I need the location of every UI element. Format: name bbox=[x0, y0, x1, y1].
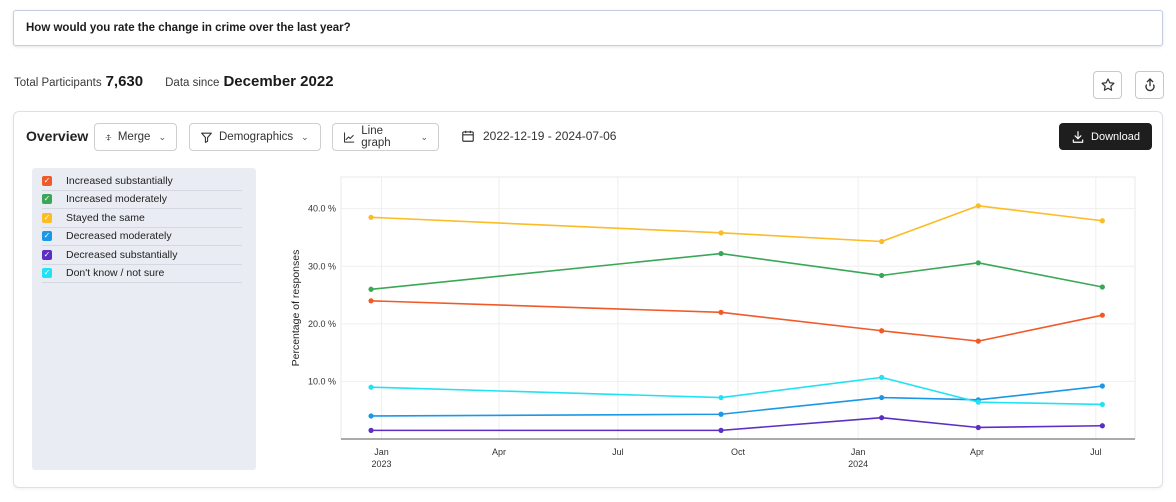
data-point bbox=[1099, 218, 1105, 224]
data-point bbox=[879, 394, 885, 401]
y-axis-label: Percentage of responses bbox=[290, 250, 302, 367]
legend-label: Stayed the same bbox=[66, 211, 145, 224]
graph-type-label: Line graph bbox=[361, 125, 391, 149]
calendar-icon bbox=[462, 130, 474, 142]
data-point bbox=[368, 384, 374, 390]
y-tick-label: 30.0 % bbox=[308, 261, 336, 271]
legend-label: Increased substantially bbox=[66, 174, 173, 187]
legend: ✓ Increased substantially ✓ Increased mo… bbox=[32, 168, 256, 470]
data-point bbox=[368, 427, 374, 433]
data-point bbox=[1099, 401, 1105, 408]
merge-label: Merge bbox=[117, 131, 151, 143]
download-icon bbox=[1072, 130, 1084, 143]
date-range-text: 2022-12-19 - 2024-07-06 bbox=[483, 129, 617, 143]
data-point bbox=[975, 399, 981, 405]
data-point bbox=[975, 203, 981, 209]
data-since-label: Data since bbox=[165, 77, 220, 89]
data-since-value: December 2022 bbox=[223, 73, 334, 90]
data-point bbox=[879, 272, 885, 279]
data-point bbox=[368, 298, 374, 304]
share-button[interactable] bbox=[1135, 71, 1164, 99]
overview-panel: Overview Merge ⌄ Demographics ⌄ Line gra… bbox=[13, 111, 1163, 488]
filter-icon bbox=[201, 132, 212, 143]
line-chart-icon bbox=[344, 131, 355, 143]
data-point bbox=[975, 338, 981, 344]
checkbox-icon[interactable]: ✓ bbox=[42, 194, 52, 205]
data-point bbox=[879, 415, 885, 421]
data-point bbox=[718, 230, 724, 236]
x-tick-year-label: 2023 bbox=[371, 459, 391, 469]
data-point bbox=[718, 427, 724, 433]
legend-item[interactable]: ✓ Decreased substantially bbox=[42, 246, 242, 265]
chevron-down-icon: ⌄ bbox=[301, 131, 309, 142]
chart-svg: Jan 2023 Apr Jul Oct Jan 2024 Apr Jul 10.0 % 20.0 … bbox=[290, 176, 1136, 469]
legend-label: Increased moderately bbox=[66, 193, 167, 206]
data-point bbox=[1099, 423, 1105, 429]
question-bar[interactable]: How would you rate the change in crime o… bbox=[13, 10, 1163, 46]
legend-item[interactable]: ✓ Stayed the same bbox=[42, 209, 242, 228]
data-point bbox=[975, 260, 981, 266]
x-tick-label: Apr bbox=[492, 447, 506, 457]
data-point bbox=[1099, 284, 1105, 290]
data-point bbox=[1099, 383, 1105, 389]
star-icon bbox=[1101, 78, 1114, 91]
share-icon bbox=[1144, 78, 1155, 92]
y-tick-label: 10.0 % bbox=[308, 376, 336, 386]
favorite-button[interactable] bbox=[1093, 71, 1122, 99]
data-point bbox=[879, 328, 885, 334]
data-point bbox=[879, 374, 885, 380]
x-tick-label: Jan bbox=[851, 447, 866, 457]
question-text: How would you rate the change in crime o… bbox=[26, 22, 351, 34]
data-point bbox=[718, 309, 724, 315]
merge-icon bbox=[105, 134, 112, 140]
chevron-down-icon: ⌄ bbox=[420, 131, 428, 142]
legend-item[interactable]: ✓ Don't know / not sure bbox=[42, 265, 242, 283]
legend-item[interactable]: ✓ Increased substantially bbox=[42, 172, 242, 191]
legend-label: Decreased substantially bbox=[66, 248, 178, 261]
line-chart: Jan 2023 Apr Jul Oct Jan 2024 Apr Jul 10.0 % 20.0 … bbox=[269, 167, 1149, 479]
data-point bbox=[879, 238, 885, 245]
x-tick-label: Oct bbox=[731, 447, 746, 457]
stats-row: Total Participants 7,630 Data since Dece… bbox=[14, 73, 334, 95]
data-point bbox=[368, 214, 374, 220]
total-participants-label: Total Participants bbox=[14, 77, 102, 89]
data-point bbox=[718, 250, 724, 257]
checkbox-icon[interactable]: ✓ bbox=[42, 212, 52, 223]
checkbox-icon[interactable]: ✓ bbox=[42, 231, 52, 242]
graph-type-dropdown[interactable]: Line graph ⌄ bbox=[332, 123, 439, 151]
checkbox-icon[interactable]: ✓ bbox=[42, 175, 52, 186]
legend-item[interactable]: ✓ Increased moderately bbox=[42, 191, 242, 209]
data-point bbox=[368, 286, 374, 292]
x-tick-label: Jan bbox=[374, 447, 389, 457]
legend-item[interactable]: ✓ Decreased moderately bbox=[42, 228, 242, 246]
x-tick-label: Apr bbox=[970, 447, 984, 457]
data-point bbox=[975, 424, 981, 431]
download-button[interactable]: Download bbox=[1059, 123, 1152, 150]
demographics-dropdown[interactable]: Demographics ⌄ bbox=[189, 123, 321, 151]
overview-title: Overview bbox=[26, 128, 89, 144]
merge-dropdown[interactable]: Merge ⌄ bbox=[94, 123, 177, 151]
x-tick-label: Jul bbox=[1090, 447, 1102, 457]
download-label: Download bbox=[1091, 130, 1140, 143]
checkbox-icon[interactable]: ✓ bbox=[42, 268, 52, 279]
x-tick-label: Jul bbox=[612, 447, 624, 457]
data-point bbox=[368, 413, 374, 419]
data-point bbox=[1099, 312, 1105, 318]
date-range-picker[interactable]: 2022-12-19 - 2024-07-06 bbox=[461, 129, 616, 143]
demographics-label: Demographics bbox=[219, 131, 294, 143]
y-tick-label: 20.0 % bbox=[308, 319, 336, 329]
legend-label: Decreased moderately bbox=[66, 230, 172, 243]
x-tick-year-label: 2024 bbox=[848, 459, 868, 469]
data-point bbox=[718, 411, 724, 417]
chevron-down-icon: ⌄ bbox=[158, 131, 166, 142]
y-tick-label: 40.0 % bbox=[308, 204, 336, 214]
total-participants-value: 7,630 bbox=[105, 73, 144, 90]
legend-label: Don't know / not sure bbox=[66, 267, 165, 280]
checkbox-icon[interactable]: ✓ bbox=[42, 249, 52, 260]
data-point bbox=[718, 394, 724, 401]
